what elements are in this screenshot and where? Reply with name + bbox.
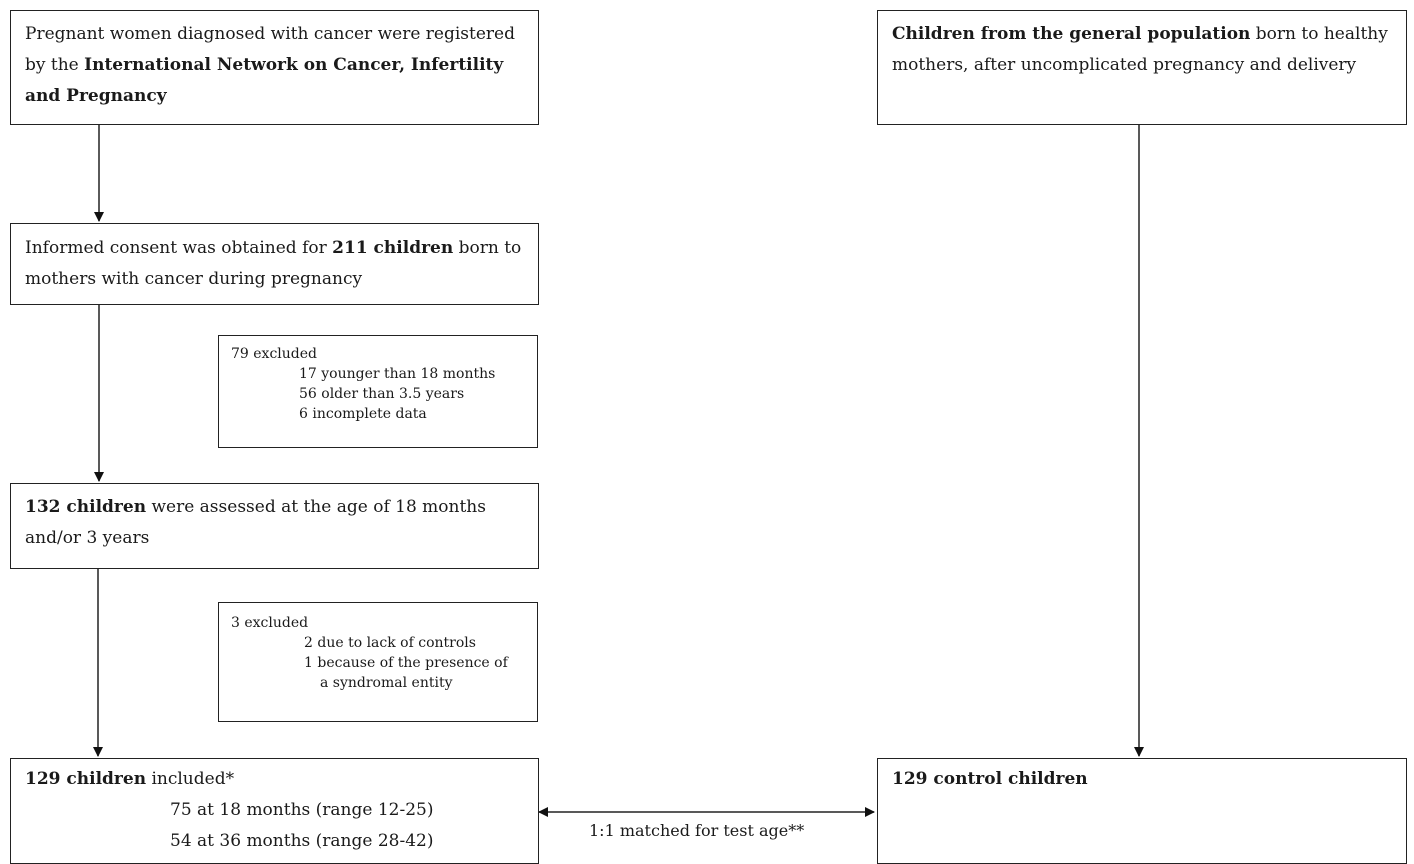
exclusion1-item: 56 older than 3.5 years: [299, 386, 465, 402]
exclusion2-item: 2 due to lack of controls: [304, 635, 476, 651]
match-label: 1:1 matched for test age**: [589, 821, 805, 840]
exclusion2-item: 1 because of the presence of: [304, 655, 508, 671]
exclusion1-header: 79 excluded: [231, 346, 317, 362]
assessed-count: 132 children: [25, 497, 147, 517]
consent-post: born to mothers with cancer during pregn…: [25, 238, 522, 289]
population-text: born to healthy mothers, after uncomplic…: [892, 24, 1388, 75]
exclusion1-item: 17 younger than 18 months: [299, 366, 496, 382]
exclusion1-item: 6 incomplete data: [299, 406, 427, 422]
box-included: 129 children included* 75 at 18 months (…: [10, 758, 539, 864]
consent-pre: Informed consent was obtained for: [25, 238, 333, 258]
registered-text: Pregnant women diagnosed with cancer wer…: [25, 24, 515, 75]
included-line: 75 at 18 months (range 12-25): [170, 800, 434, 820]
box-registered: Pregnant women diagnosed with cancer wer…: [10, 10, 539, 125]
box-exclusion-2: 3 excluded 2 due to lack of controls 1 b…: [218, 602, 538, 722]
population-bold: Children from the general population: [892, 24, 1251, 44]
included-line: 54 at 36 months (range 28-42): [170, 831, 434, 851]
exclusion2-header: 3 excluded: [231, 615, 309, 631]
box-assessed: 132 children were assessed at the age of…: [10, 483, 539, 569]
exclusion2-item: a syndromal entity: [320, 675, 453, 691]
consent-count: 211 children: [332, 238, 454, 258]
registered-network-name: International Network on Cancer, Inferti…: [25, 55, 504, 106]
box-controls: 129 control children: [877, 758, 1407, 864]
included-count: 129 children: [25, 769, 147, 789]
box-exclusion-1: 79 excluded 17 younger than 18 months 56…: [218, 335, 538, 448]
box-consent: Informed consent was obtained for 211 ch…: [10, 223, 539, 305]
box-general-population: Children from the general population bor…: [877, 10, 1407, 125]
included-text: included*: [146, 769, 235, 789]
assessed-text: were assessed at the age of 18 months an…: [25, 497, 486, 548]
controls-count: 129 control children: [892, 769, 1088, 789]
